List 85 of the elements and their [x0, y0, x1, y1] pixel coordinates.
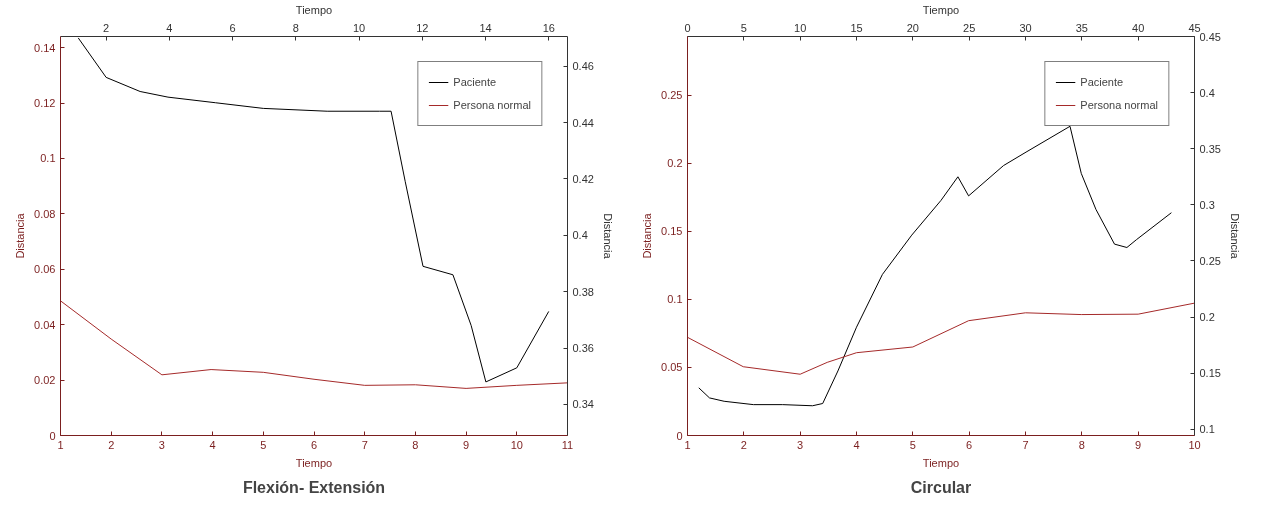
x2-tick-label: 40: [1132, 21, 1145, 34]
y2-tick-label: 0.36: [572, 342, 594, 355]
y-axis-title: Distancia: [641, 212, 654, 259]
y-tick-label: 0: [49, 429, 56, 442]
x-tick-label: 3: [797, 438, 804, 451]
x-tick-label: 11: [561, 438, 574, 451]
x-tick-label: 9: [463, 438, 470, 451]
x-tick-label: 5: [260, 438, 267, 451]
x2-tick-label: 0: [684, 21, 691, 34]
y-tick-label: 0.04: [34, 318, 56, 331]
y-tick-label: 0.05: [661, 361, 683, 374]
y2-tick-label: 0.15: [1199, 367, 1221, 380]
y-tick-label: 0.1: [667, 293, 683, 306]
y-tick-label: 0.25: [661, 89, 683, 102]
x2-tick-label: 10: [794, 21, 807, 34]
x-tick-label: 10: [1188, 438, 1201, 451]
x-tick-label: 7: [361, 438, 368, 451]
y2-tick-label: 0.38: [572, 285, 594, 298]
x-axis-title: Tiempo: [922, 456, 960, 469]
x-tick-label: 6: [310, 438, 318, 451]
y-tick-label: 0.12: [34, 97, 56, 109]
x2-tick-label: 14: [479, 21, 492, 34]
legend-label: Paciente: [453, 76, 497, 88]
x-tick-label: 4: [209, 438, 216, 451]
text: Flexión- Extensión: [242, 478, 386, 496]
x-tick-label: 4: [853, 438, 860, 451]
y-tick-label: 0.14: [34, 41, 56, 54]
x-tick-label: 9: [1135, 438, 1142, 451]
y-tick-label: 0.2: [667, 157, 683, 170]
y-tick-label: 0.08: [34, 207, 56, 220]
x2-tick-label: 25: [963, 21, 976, 34]
x2-tick-label: 20: [906, 21, 919, 34]
x2-tick-label: 4: [166, 21, 173, 34]
legend-label: Persona normal: [453, 99, 531, 111]
y-tick-label: 0: [676, 429, 683, 442]
y2-tick-label: 0.42: [572, 172, 594, 185]
x2-tick-label: 15: [850, 21, 863, 34]
x-tick-label: 1: [57, 438, 64, 451]
text: Circular: [910, 478, 972, 496]
x-tick-label: 2: [740, 438, 747, 451]
line-series: [687, 302, 1195, 375]
x2-tick-label: 2: [102, 21, 110, 34]
x-tick-label: 8: [412, 438, 419, 451]
x-tick-label: 8: [1078, 438, 1085, 451]
y2-tick-label: 0.46: [572, 60, 594, 73]
x-tick-label: 6: [966, 438, 973, 451]
y-tick-label: 0.1: [40, 152, 56, 165]
y2-tick-label: 0.4: [1199, 86, 1215, 99]
y2-tick-label: 0.34: [572, 398, 594, 411]
x2-tick-label: 12: [416, 21, 429, 34]
y2-tick-label: 0.35: [1199, 142, 1221, 155]
y-tick-label: 0.02: [34, 374, 56, 387]
y2-tick-label: 0.2: [1199, 311, 1215, 324]
x-tick-label: 5: [909, 438, 916, 451]
x2-tick-label: 5: [740, 21, 747, 34]
y2-tick-label: 0.4: [572, 229, 588, 242]
x-axis-title: Tiempo: [295, 456, 333, 469]
y2-tick-label: 0.25: [1199, 254, 1221, 267]
y-axis-title: Distancia: [14, 212, 27, 259]
y2-axis-title: Distancia: [1228, 213, 1241, 260]
x-tick-label: 7: [1022, 438, 1029, 451]
x2-tick-label: 8: [292, 21, 299, 34]
x2-tick-label: 10: [352, 21, 366, 34]
y-tick-label: 0.06: [34, 263, 56, 276]
x-tick-label: 3: [158, 438, 165, 451]
x2-tick-label: 35: [1075, 21, 1088, 34]
y2-tick-label: 0.45: [1199, 30, 1221, 43]
legend-label: Persona normal: [1080, 99, 1158, 111]
x-tick-label: 2: [108, 438, 115, 451]
y2-tick-label: 0.44: [572, 116, 594, 129]
legend-label: Paciente: [1080, 76, 1124, 88]
x2-tick-label: 16: [542, 21, 555, 34]
line-series: [60, 300, 568, 389]
x-tick-label: 10: [510, 438, 523, 451]
y2-tick-label: 0.3: [1199, 198, 1215, 211]
y2-tick-label: 0.1: [1199, 423, 1215, 436]
x2-axis-title: Tiempo: [922, 3, 960, 16]
x2-tick-label: 6: [229, 21, 236, 34]
x2-axis-title: Tiempo: [295, 3, 333, 16]
x-tick-label: 1: [684, 438, 691, 451]
x2-tick-label: 45: [1188, 21, 1201, 34]
y-tick-label: 0.15: [661, 225, 683, 238]
y2-axis-title: Distancia: [601, 213, 614, 260]
x2-tick-label: 30: [1019, 21, 1032, 34]
line-series: [77, 37, 550, 383]
